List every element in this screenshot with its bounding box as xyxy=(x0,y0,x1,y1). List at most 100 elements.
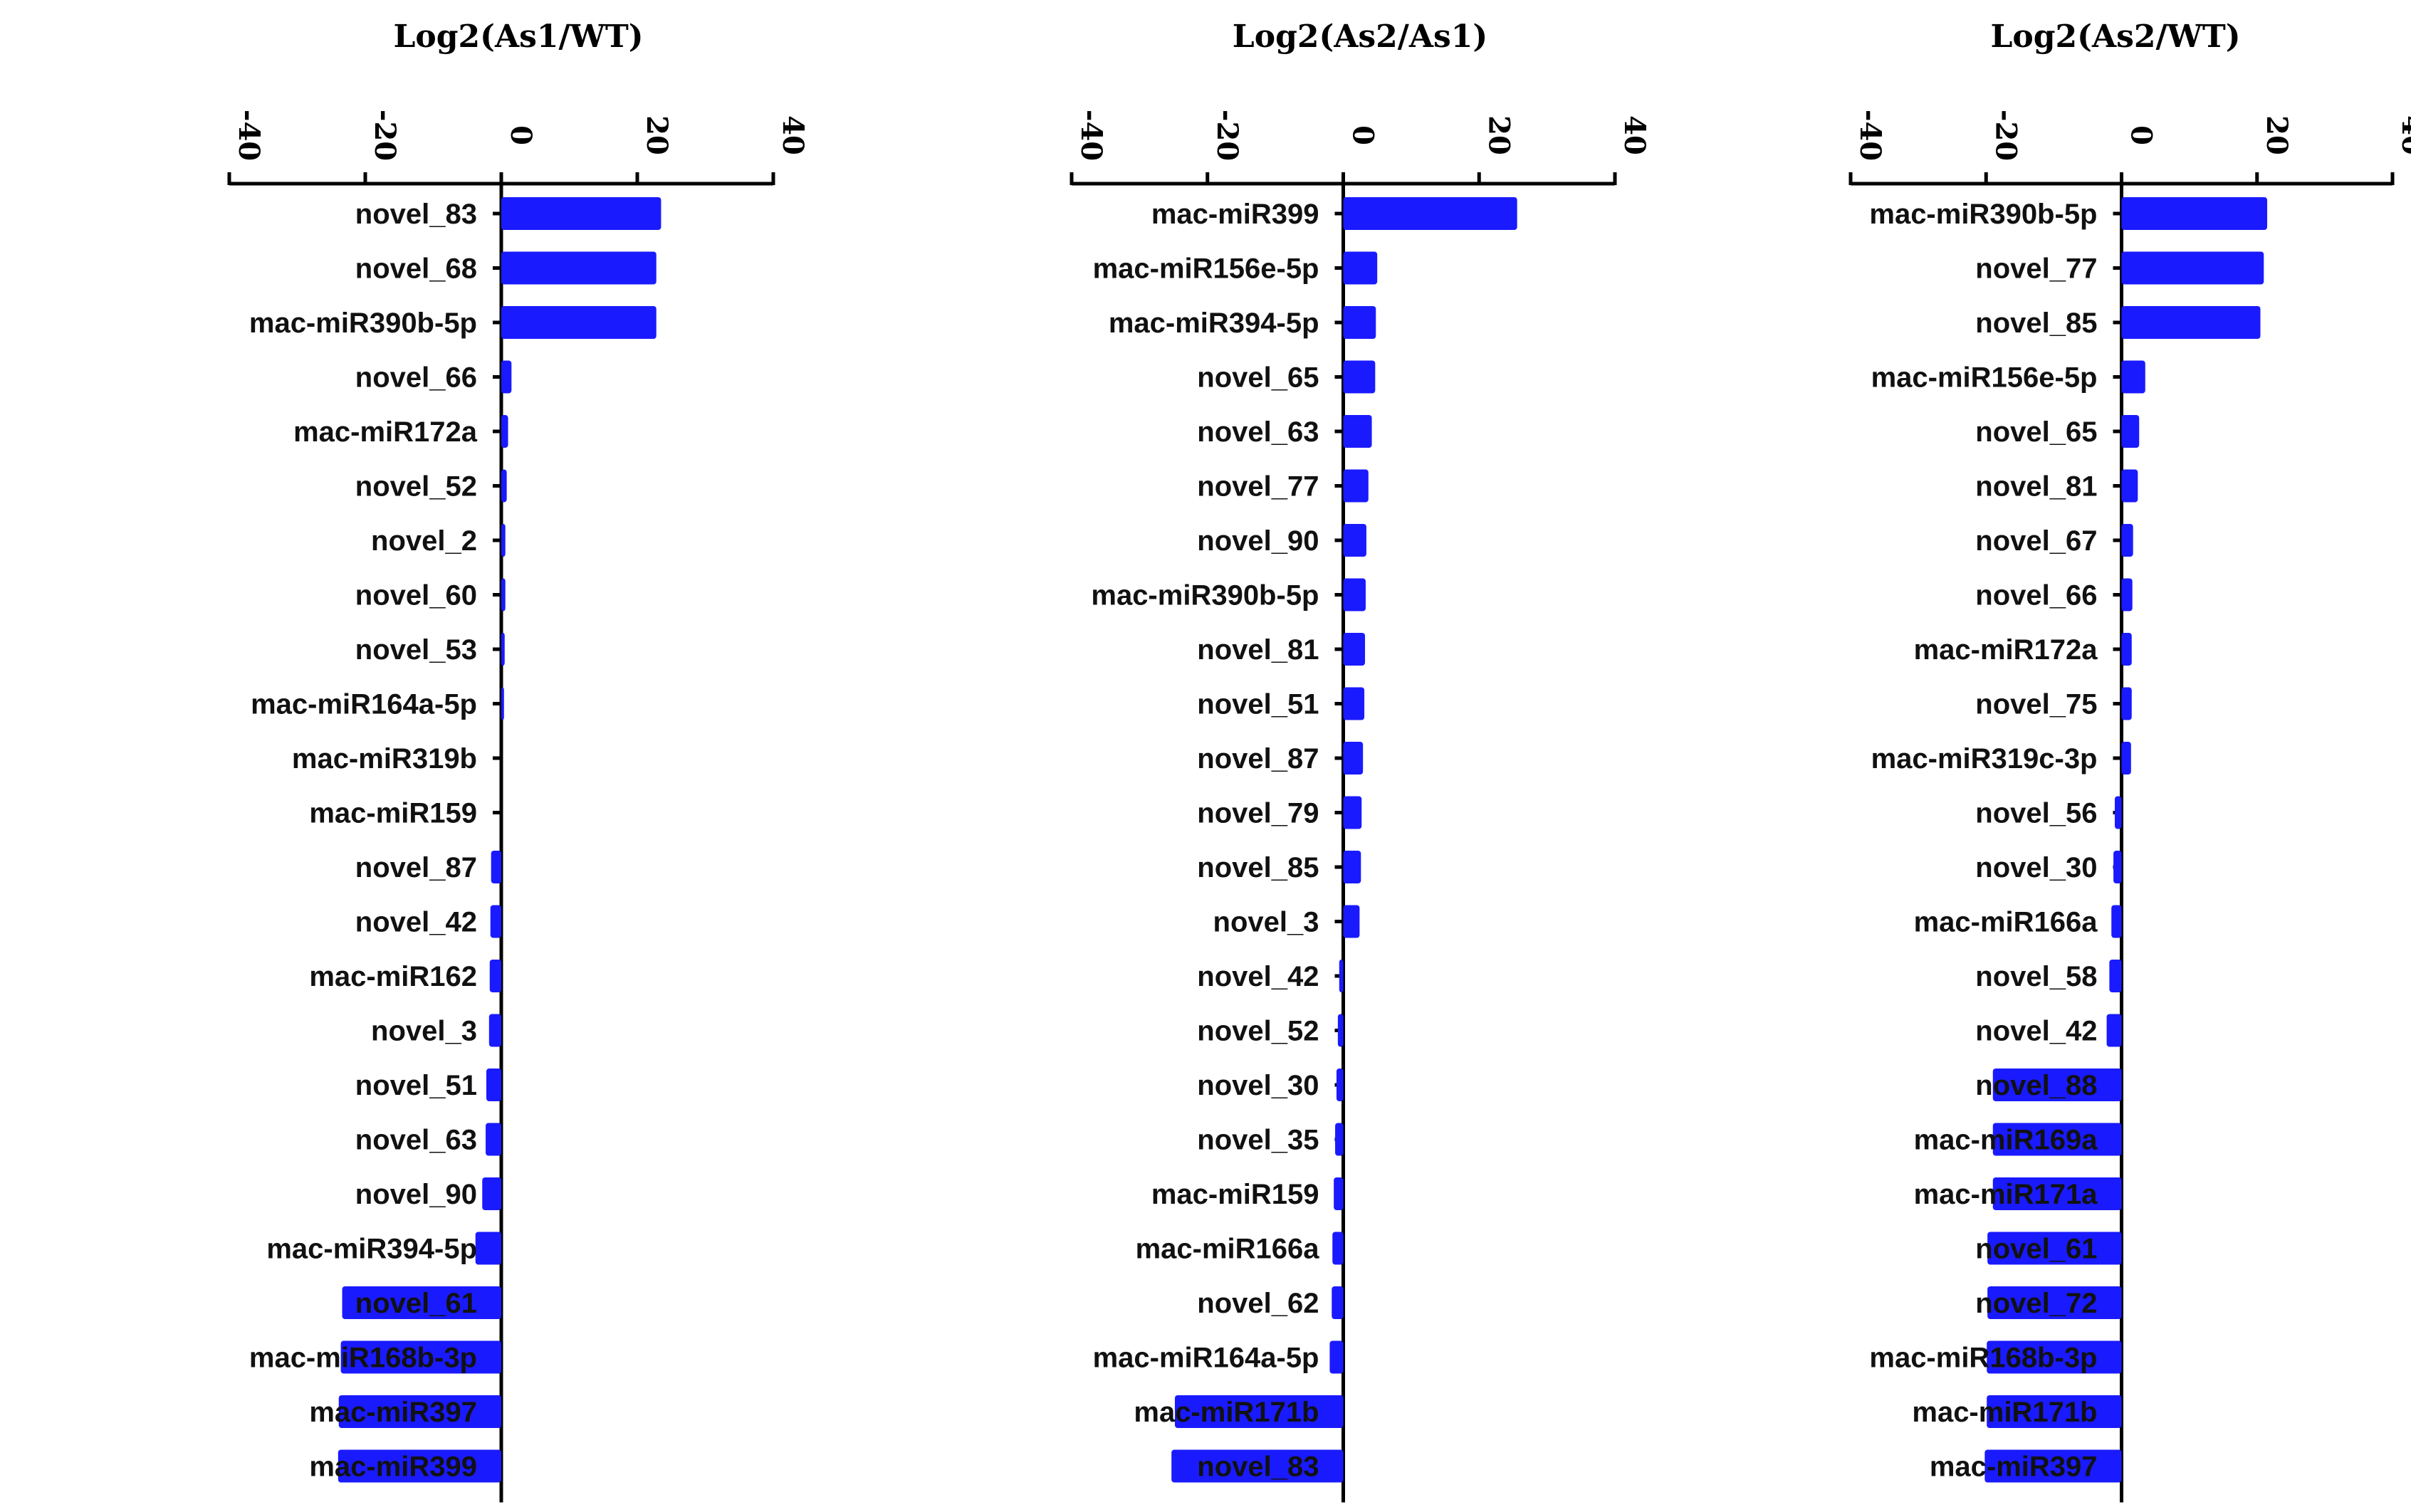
bar xyxy=(1343,469,1369,503)
bar xyxy=(475,1232,501,1265)
bar xyxy=(501,415,508,448)
bar xyxy=(501,687,504,720)
bar xyxy=(501,578,506,611)
category-label: novel_83 xyxy=(355,199,477,230)
bar xyxy=(501,197,661,230)
bar xyxy=(2121,742,2131,775)
x-tick-label: -40 xyxy=(1853,110,1887,161)
bar xyxy=(2121,415,2140,448)
category-label: mac-miR171b xyxy=(1912,1397,2097,1428)
category-label: mac-miR169a xyxy=(1914,1125,2098,1156)
x-tick-label: 0 xyxy=(2125,125,2158,145)
category-label: mac-miR397 xyxy=(1930,1451,2098,1483)
category-label: novel_81 xyxy=(1975,471,2097,503)
x-tick-label: -40 xyxy=(232,110,266,161)
bar xyxy=(486,1069,501,1101)
bar xyxy=(1343,633,1366,666)
x-tick-label: -20 xyxy=(1210,110,1244,161)
chart-panel-1: Log2(As1/WT) -40 -20 0 20 40 novel_83 novel_68m… xyxy=(227,19,810,1503)
category-label: novel_65 xyxy=(1197,362,1319,394)
category-label: mac-miR162 xyxy=(309,961,477,992)
category-label: novel_65 xyxy=(1975,416,2097,448)
category-label: novel_77 xyxy=(1197,471,1319,503)
category-label: novel_60 xyxy=(355,580,477,611)
category-label: novel_79 xyxy=(1197,798,1319,829)
bar xyxy=(1336,1069,1344,1101)
bar xyxy=(2113,851,2122,883)
category-label: novel_3 xyxy=(371,1016,477,1047)
bar xyxy=(2121,306,2261,339)
category-label: novel_83 xyxy=(1197,1451,1319,1483)
category-label: novel_72 xyxy=(1975,1288,2097,1319)
bar xyxy=(2121,687,2132,720)
bar xyxy=(1984,1449,2122,1483)
chart-title: Log2(As2/As1) xyxy=(1233,19,1487,55)
x-tick-label: 40 xyxy=(1618,115,1651,155)
bar xyxy=(338,1449,501,1483)
bar xyxy=(1343,578,1366,611)
category-label: novel_42 xyxy=(355,907,477,938)
category-label: novel_81 xyxy=(1197,634,1319,666)
bar xyxy=(2121,578,2133,611)
category-label: novel_67 xyxy=(1975,525,2097,557)
x-tick-label: 40 xyxy=(2395,115,2411,155)
chart-panel-2: Log2(As2/As1) -40 -20 0 20 40 mac-miR399 mac-mi… xyxy=(1069,19,1651,1503)
bar xyxy=(1337,1014,1344,1047)
bar xyxy=(2109,960,2122,992)
bar xyxy=(1992,1069,2122,1101)
bar xyxy=(2114,796,2122,829)
x-tick-label: 20 xyxy=(640,115,674,155)
bar xyxy=(1329,1340,1344,1374)
category-label: mac-miR168b-3p xyxy=(1869,1343,2097,1374)
bar xyxy=(490,905,501,938)
chart-panel-3: Log2(As2/WT) -40 -20 0 20 40 mac-miR390b-5p nov… xyxy=(1848,19,2411,1503)
bar xyxy=(2121,360,2145,394)
bar xyxy=(489,960,501,992)
bar xyxy=(491,851,501,883)
bar xyxy=(1343,251,1378,285)
category-label: novel_30 xyxy=(1197,1070,1319,1101)
category-label: mac-miR319b xyxy=(292,743,477,775)
category-label: novel_2 xyxy=(371,525,477,557)
bar xyxy=(1339,960,1344,992)
category-label: novel_53 xyxy=(355,634,477,666)
category-label: novel_66 xyxy=(1975,580,2097,611)
bar xyxy=(2121,524,2133,557)
category-label: novel_63 xyxy=(1197,416,1319,448)
category-label: novel_42 xyxy=(1975,1016,2097,1047)
bar xyxy=(2121,469,2138,503)
bar xyxy=(1992,1177,2122,1210)
category-label: mac-miR164a-5p xyxy=(1093,1343,1319,1374)
bar xyxy=(1343,197,1517,230)
bar xyxy=(2121,197,2268,230)
category-label: novel_51 xyxy=(1197,689,1319,720)
x-tick-label: -40 xyxy=(1074,110,1108,161)
bar xyxy=(1987,1340,2122,1374)
category-label: novel_3 xyxy=(1213,907,1319,938)
category-label: mac-miR390b-5p xyxy=(249,308,477,339)
bar xyxy=(2121,633,2132,666)
bar xyxy=(1343,905,1360,938)
category-label: mac-miR394-5p xyxy=(266,1234,477,1265)
chart-title: Log2(As2/WT) xyxy=(1990,19,2240,55)
bar xyxy=(501,469,507,503)
category-label: novel_77 xyxy=(1975,253,2097,285)
bar xyxy=(1343,687,1365,720)
bar xyxy=(340,1340,501,1374)
bar xyxy=(501,633,505,666)
category-label: novel_75 xyxy=(1975,689,2097,720)
category-label: mac-miR168b-3p xyxy=(249,1343,477,1374)
category-label: novel_52 xyxy=(1197,1016,1319,1047)
bar xyxy=(1343,360,1376,394)
x-tick-label: -20 xyxy=(368,110,402,161)
category-label: novel_56 xyxy=(1975,798,2097,829)
category-label: mac-miR390b-5p xyxy=(1869,199,2097,230)
category-label: mac-miR171a xyxy=(1914,1179,2098,1210)
bar xyxy=(488,1014,501,1047)
bar xyxy=(501,251,657,285)
category-label: novel_61 xyxy=(355,1288,477,1319)
x-tick-label: 20 xyxy=(1482,115,1515,155)
bar xyxy=(1343,306,1376,339)
